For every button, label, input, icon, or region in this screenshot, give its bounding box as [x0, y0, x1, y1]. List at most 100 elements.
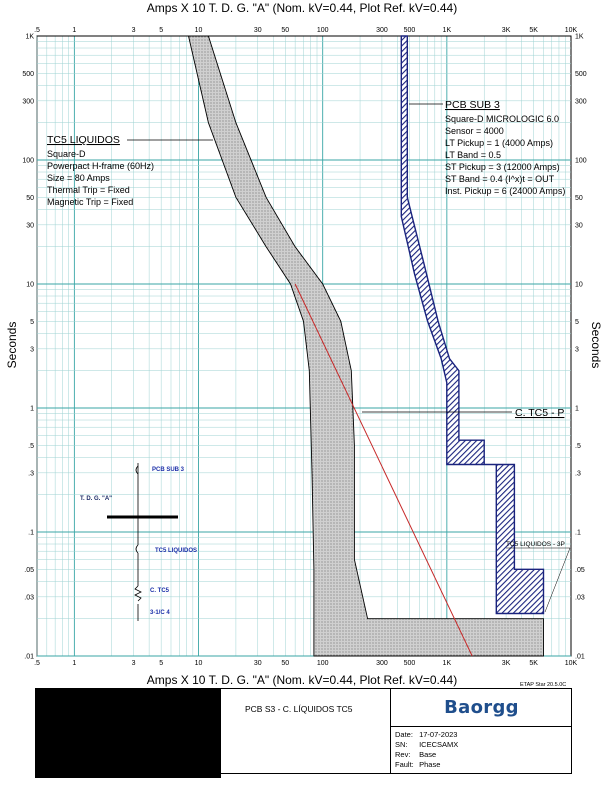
y-tick-label-right: 1K [575, 34, 584, 41]
x-tick-label-top: 50 [281, 27, 289, 34]
y-tick-label-left: 100 [22, 158, 34, 165]
y-tick-label-right: 300 [575, 98, 587, 105]
x-tick-label-top: 10K [565, 27, 578, 34]
sld-label-bus: T. D. G. "A" [80, 496, 112, 502]
y-tick-label-right: 5 [575, 319, 579, 326]
date-value: 17-07-2023 [419, 730, 458, 739]
one-line-diagram: PCB SUB 3 T. D. G. "A" TC5 LIQUIDOS C. T… [80, 463, 197, 621]
y-axis-label-left: Seconds [5, 322, 19, 369]
y-tick-label-left: 1 [30, 406, 34, 413]
y-tick-label-left: 1K [25, 34, 34, 41]
chart-title-top: Amps X 10 T. D. G. "A" (Nom. kV=0.44, Pl… [147, 1, 457, 15]
annotation-tc5-line: Powerpact H-frame (60Hz) [47, 161, 154, 171]
annotation-pcb-line: ST Pickup = 3 (12000 Amps) [445, 162, 560, 172]
breaker-icon-pcb [135, 465, 139, 475]
annotation-pcb-line: Inst. Pickup = 6 (24000 Amps) [445, 186, 565, 196]
sld-label-pcb: PCB SUB 3 [152, 467, 185, 473]
y-tick-label-left: .05 [24, 567, 34, 574]
sld-label-cable: C. TC5 [150, 588, 170, 594]
x-tick-label-bottom: 10 [195, 660, 203, 667]
annotation-tc5-3p-title: TC5 LIQUIDOS - 3P [506, 541, 565, 548]
y-tick-label-right: 100 [575, 158, 587, 165]
y-tick-label-right: .03 [575, 594, 585, 601]
tick-labels: .5 .5 1 1 3 3 5 5 10 10 30 30 50 50 100 100 300 300 500 500… [22, 27, 586, 667]
annotation-pcb-line: Square-D MICROLOGIC 6.0 [445, 114, 559, 124]
rev-label: Rev: [395, 750, 411, 759]
title-block-description-cell [221, 688, 391, 774]
curve-bands [187, 35, 545, 657]
y-tick-label-right: 10 [575, 282, 583, 289]
y-tick-label-right: .1 [575, 530, 581, 537]
y-tick-label-right: 30 [575, 222, 583, 229]
annotation-pcb-line: LT Band = 0.5 [445, 150, 501, 160]
x-tick-label-bottom: 3 [132, 660, 136, 667]
y-tick-label-right: 3 [575, 346, 579, 353]
y-tick-label-left: 50 [26, 195, 34, 202]
x-tick-label-bottom: 50 [281, 660, 289, 667]
redacted-area [35, 688, 221, 778]
y-tick-label-left: .03 [24, 594, 34, 601]
annotation-tc5-line: Thermal Trip = Fixed [47, 185, 130, 195]
y-tick-label-left: 5 [30, 319, 34, 326]
y-tick-label-left: 30 [26, 222, 34, 229]
x-tick-label-top: 10 [195, 27, 203, 34]
x-tick-label-bottom: 1 [72, 660, 76, 667]
x-tick-label-bottom: 500 [404, 660, 416, 667]
y-tick-label-left: 300 [22, 98, 34, 105]
y-tick-label-left: .1 [28, 530, 34, 537]
y-tick-label-right: 1 [575, 406, 579, 413]
y-tick-label-right: .5 [575, 443, 581, 450]
x-tick-label-bottom: 5 [159, 660, 163, 667]
company-logo: Baorgg [444, 696, 519, 718]
y-tick-label-left: 3 [30, 346, 34, 353]
y-tick-label-right: 500 [575, 71, 587, 78]
title-block-logo-cell: Baorgg [391, 688, 572, 727]
y-tick-label-right: .05 [575, 567, 585, 574]
x-tick-label-top: 30 [254, 27, 262, 34]
x-tick-label-top: 300 [376, 27, 388, 34]
annotation-pcb-title: PCB SUB 3 [445, 99, 500, 111]
annotation-pcb-line: Sensor = 4000 [445, 126, 504, 136]
x-tick-label-bottom: 300 [376, 660, 388, 667]
annotation-tc5-line: Square-D [47, 149, 86, 159]
breaker-icon-tc5 [135, 544, 139, 554]
cable-damage-line [294, 283, 473, 657]
annotation-pcb: PCB SUB 3 Square-D MICROLOGIC 6.0 Sensor… [409, 99, 565, 196]
annotation-pcb-line: LT Pickup = 1 (4000 Amps) [445, 138, 553, 148]
annotation-tc5-3p: TC5 LIQUIDOS - 3P [506, 541, 571, 613]
grid [36, 35, 572, 657]
x-tick-label-top: 5K [529, 27, 538, 34]
pcb-sub3-band [400, 35, 545, 615]
annotation-pcb-line: ST Band = 0.4 (I^x)t = OUT [445, 174, 555, 184]
annotation-ctc5-title: C. TC5 - P [515, 407, 564, 419]
annotation-ctc5: C. TC5 - P [362, 407, 564, 419]
chart-title-bottom: Amps X 10 T. D. G. "A" (Nom. kV=0.44, Pl… [147, 673, 457, 687]
x-tick-label-bottom: 100 [317, 660, 329, 667]
x-tick-label-top: 100 [317, 27, 329, 34]
y-tick-label-left: .3 [28, 470, 34, 477]
y-tick-label-right: .3 [575, 470, 581, 477]
fault-value: Phase [419, 760, 441, 769]
y-tick-label-right: 50 [575, 195, 583, 202]
rev-value: Base [419, 750, 437, 759]
title-block-description: PCB S3 - C. LÍQUIDOS TC5 [245, 704, 353, 714]
x-tick-label-top: 3K [502, 27, 511, 34]
x-tick-label-top: 3 [132, 27, 136, 34]
plot-frame [36, 35, 572, 657]
x-tick-label-top: 500 [404, 27, 416, 34]
x-tick-label-bottom: 3K [502, 660, 511, 667]
sn-label: SN: [395, 740, 408, 749]
annotation-tc5: TC5 LIQUIDOS Square-D Powerpact H-frame … [47, 134, 213, 207]
annotation-tc5-title: TC5 LIQUIDOS [47, 134, 120, 146]
tc5-liquidos-band [187, 35, 544, 657]
x-tick-label-top: .5 [34, 27, 40, 34]
x-tick-label-bottom: 30 [254, 660, 262, 667]
y-tick-label-right: .01 [575, 654, 585, 661]
cable-icon [134, 585, 142, 602]
x-tick-label-bottom: 5K [529, 660, 538, 667]
y-tick-label-left: .01 [24, 654, 34, 661]
fault-label: Fault: [395, 760, 414, 769]
sn-value: ICECSAMX [419, 740, 459, 749]
annotation-tc5-line: Magnetic Trip = Fixed [47, 197, 133, 207]
title-block-meta: Date: 17-07-2023 SN: ICECSAMX Rev: Base … [395, 730, 458, 770]
